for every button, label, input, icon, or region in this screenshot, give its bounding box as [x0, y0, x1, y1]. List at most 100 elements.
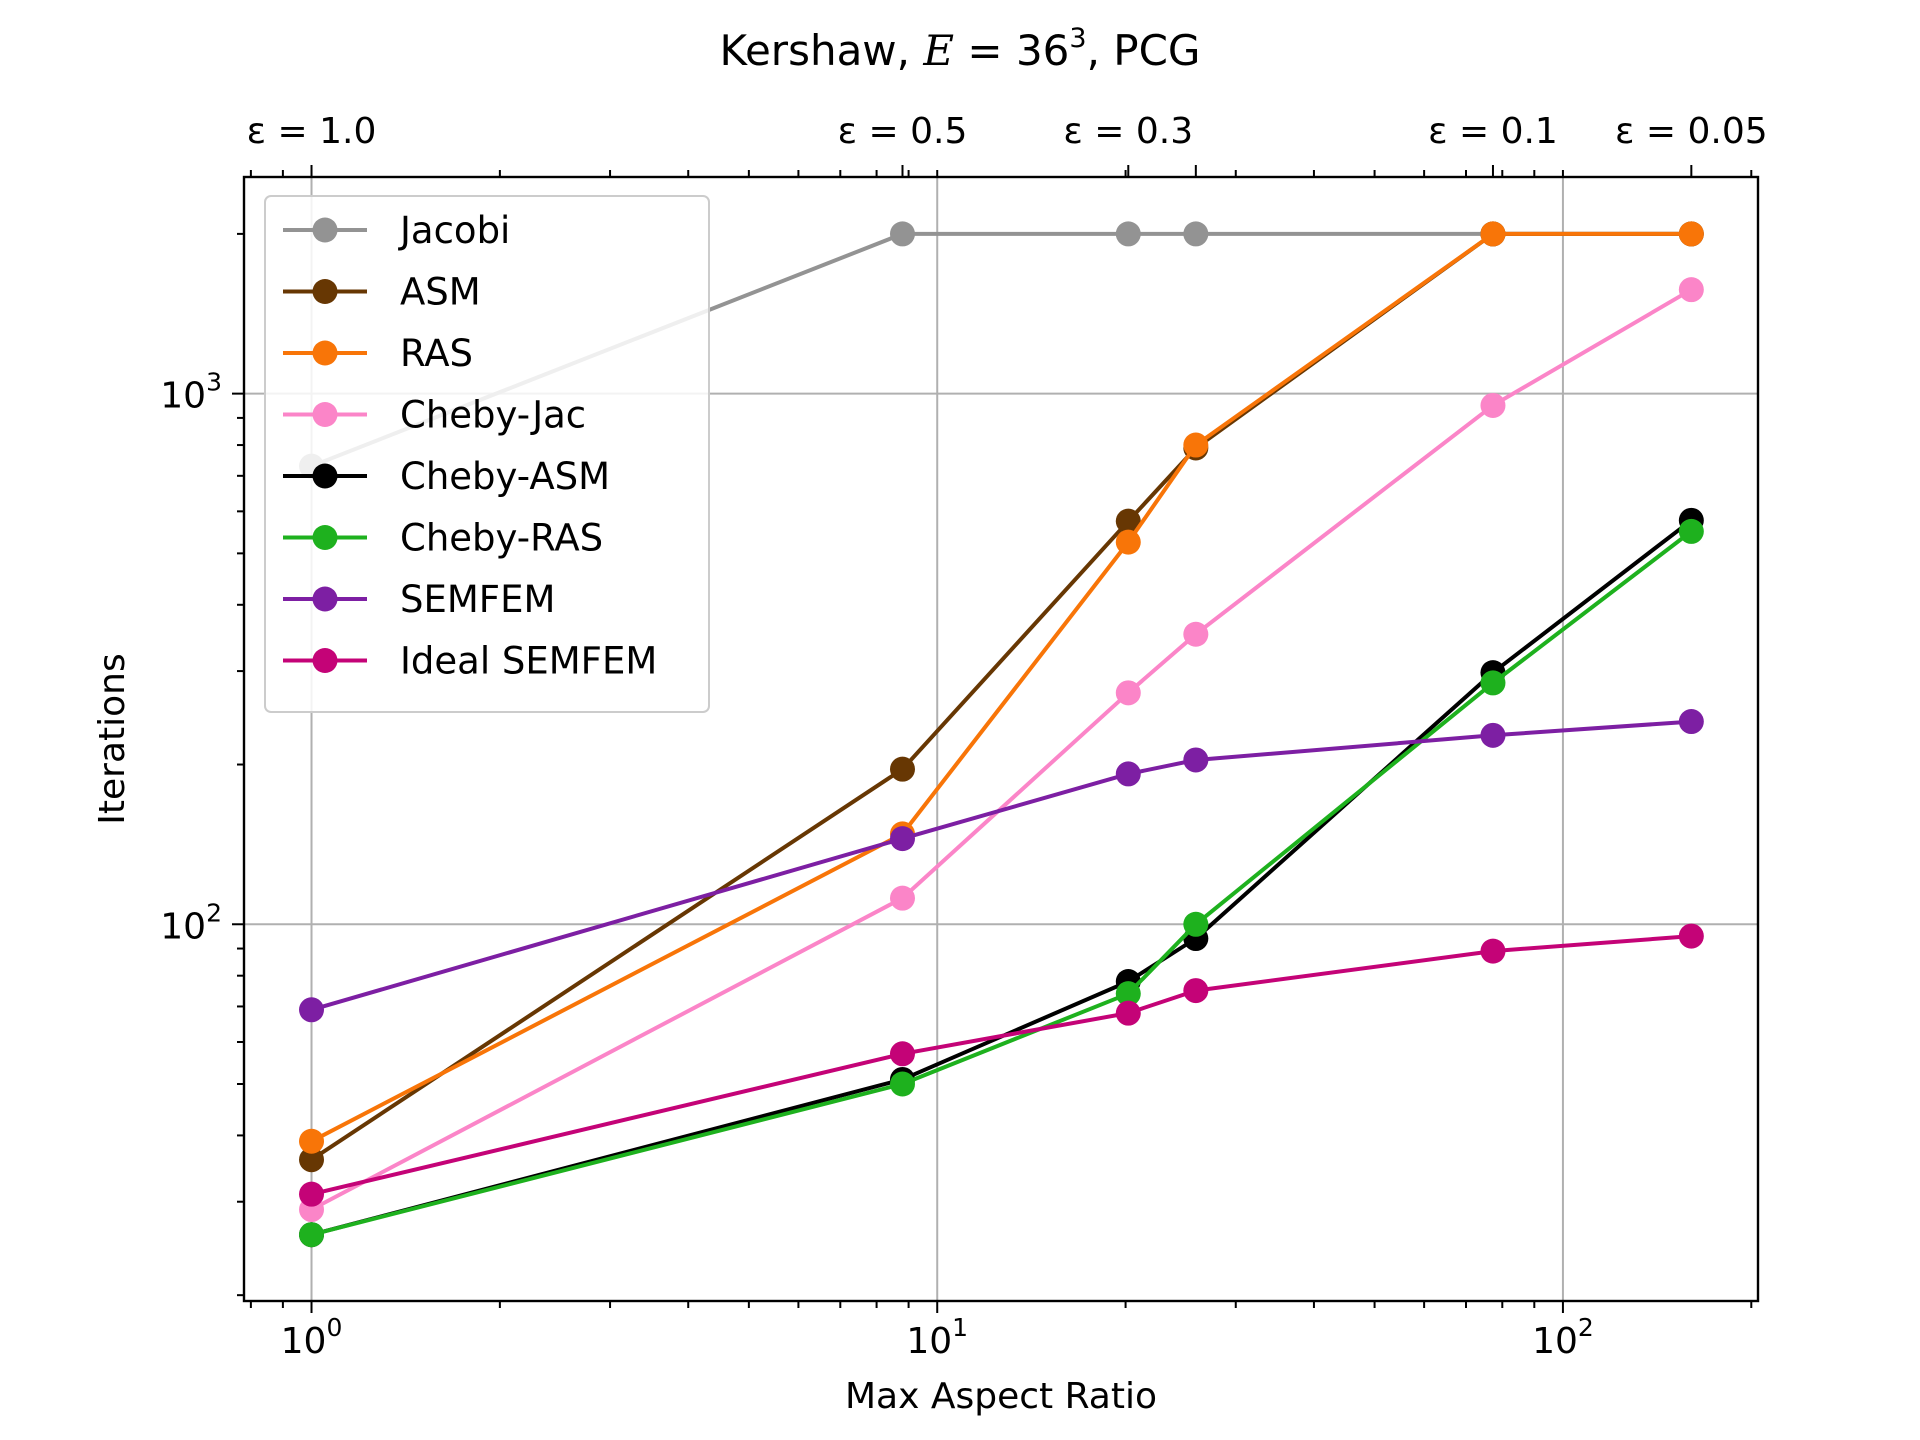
- title-exponent: 3: [1069, 23, 1087, 54]
- data-point: [1115, 529, 1141, 555]
- data-point: [1678, 221, 1704, 247]
- legend-swatch-marker: [312, 279, 338, 304]
- legend-entry: RAS: [283, 332, 473, 375]
- series-line: [311, 529, 1693, 1237]
- x-tick-label: 102: [1532, 1313, 1594, 1362]
- legend-label: Cheby-Jac: [400, 394, 586, 437]
- plot-frame: [242, 175, 1760, 1303]
- x-tick-exponent: 2: [1578, 1313, 1594, 1342]
- top-epsilon-label: ε = 0.05: [1615, 111, 1768, 152]
- title-equals: = 36: [954, 26, 1070, 75]
- data-point: [1678, 923, 1704, 949]
- series-line: [310, 287, 1693, 1212]
- title-variable: E: [923, 26, 955, 75]
- series-cheby-ras: [299, 518, 1704, 1248]
- series-line: [311, 934, 1692, 1197]
- y-tick-exponent: 3: [206, 368, 222, 397]
- legend-swatch-marker: [312, 586, 338, 612]
- data-point: [1115, 680, 1141, 706]
- data-point: [1183, 911, 1209, 937]
- legend-entry: Jacobi: [283, 209, 510, 252]
- data-point: [889, 756, 915, 782]
- x-tick-exponent: 0: [326, 1313, 342, 1342]
- x-tick-base: 10: [906, 1321, 952, 1362]
- series-semfem: [299, 709, 1704, 1023]
- y-tick-base: 10: [160, 376, 206, 417]
- series-group: [299, 221, 1704, 1248]
- legend-swatch-marker: [312, 648, 338, 673]
- data-point: [889, 885, 915, 911]
- series-line: [310, 719, 1692, 1012]
- data-point: [1183, 747, 1209, 773]
- data-point: [889, 1071, 915, 1097]
- legend-label: RAS: [400, 332, 473, 375]
- data-point: [1183, 621, 1209, 647]
- legend-swatch-marker: [312, 463, 338, 489]
- legend-label: Cheby-RAS: [400, 517, 603, 560]
- legend-swatch-marker: [312, 217, 338, 243]
- legend-entry: ASM: [283, 271, 481, 314]
- top-epsilon-label: ε = 1.0: [247, 111, 377, 152]
- top-epsilon-label: ε = 0.5: [838, 111, 968, 152]
- legend-entry: Cheby-RAS: [283, 517, 603, 560]
- legend-label: ASM: [400, 271, 481, 314]
- data-point: [299, 1181, 325, 1207]
- y-tick-label: 103: [160, 368, 222, 417]
- data-point: [1115, 981, 1141, 1007]
- x-axis-label: Max Aspect Ratio: [845, 1376, 1157, 1417]
- legend-label: SEMFEM: [400, 578, 555, 621]
- y-tick-base: 10: [160, 906, 206, 947]
- data-point: [299, 1147, 325, 1173]
- data-point: [299, 997, 325, 1023]
- legend-label: Jacobi: [398, 209, 510, 252]
- x-tick-label: 100: [281, 1313, 343, 1362]
- data-point: [1183, 978, 1209, 1004]
- data-point: [1678, 709, 1704, 735]
- data-point: [1678, 277, 1704, 303]
- legend-entry: Cheby-ASM: [283, 455, 610, 498]
- data-point: [299, 1128, 325, 1154]
- legend-label: Ideal SEMFEM: [400, 640, 657, 683]
- legend-entry: Cheby-Jac: [283, 394, 586, 437]
- y-tick-exponent: 2: [206, 898, 222, 927]
- legend-swatch-marker: [312, 340, 338, 366]
- data-point: [1183, 221, 1209, 247]
- legend-entry: Ideal SEMFEM: [283, 640, 657, 683]
- data-point: [1115, 1000, 1141, 1026]
- data-point: [1183, 432, 1209, 458]
- legend-swatch-marker: [312, 402, 338, 427]
- data-point: [1480, 722, 1506, 748]
- legend-swatch-marker: [312, 525, 338, 550]
- data-point: [1115, 761, 1141, 787]
- data-point: [1480, 670, 1506, 696]
- top-epsilon-label: ε = 0.1: [1428, 111, 1558, 152]
- legend: Jacobi ASM RAS Cheby-Jac Cheby-ASM Cheby-RAS S…: [264, 195, 710, 713]
- data-point: [1480, 938, 1506, 964]
- series-cheby-jac: [299, 277, 1704, 1223]
- data-point: [1115, 221, 1141, 247]
- y-axis-label: Iterations: [92, 653, 133, 824]
- legend-box: [264, 195, 710, 713]
- data-point: [299, 1222, 325, 1248]
- data-point: [889, 221, 915, 247]
- chart-title: Kershaw, E = 363, PCG: [0, 23, 1920, 76]
- legend-label: Cheby-ASM: [400, 455, 610, 498]
- data-point: [1480, 221, 1506, 247]
- data-point: [889, 1041, 915, 1067]
- axis-ticks: [232, 165, 1753, 1313]
- legend-entry: SEMFEM: [283, 578, 555, 621]
- data-point: [1678, 518, 1704, 544]
- y-tick-label: 102: [160, 898, 222, 947]
- data-point: [1480, 392, 1506, 418]
- x-tick-base: 10: [1532, 1321, 1578, 1362]
- data-point: [1115, 508, 1141, 534]
- x-tick-base: 10: [281, 1321, 327, 1362]
- title-prefix: Kershaw,: [719, 26, 924, 75]
- x-tick-label: 101: [906, 1313, 968, 1362]
- top-epsilon-label: ε = 0.3: [1063, 111, 1193, 152]
- series-line: [310, 231, 1692, 1144]
- x-tick-exponent: 1: [952, 1313, 968, 1342]
- data-point: [889, 826, 915, 852]
